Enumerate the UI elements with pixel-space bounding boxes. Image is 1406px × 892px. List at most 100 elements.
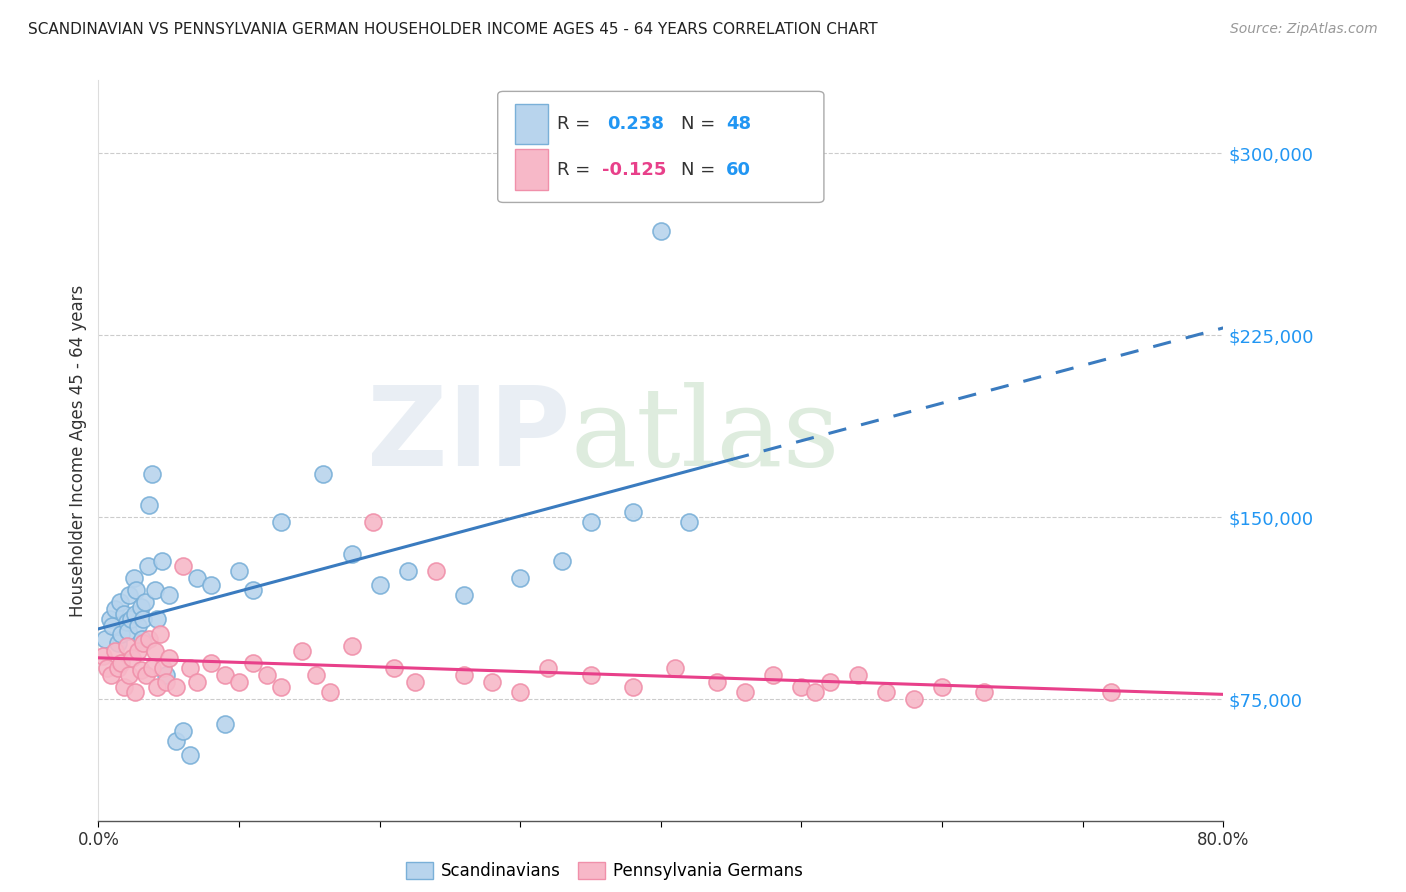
FancyBboxPatch shape <box>515 103 548 145</box>
Point <box>650 224 672 238</box>
Legend: Scandinavians, Pennsylvania Germans: Scandinavians, Pennsylvania Germans <box>399 855 810 887</box>
Point <box>368 578 391 592</box>
Point <box>382 661 405 675</box>
Point <box>143 582 166 597</box>
Text: R =: R = <box>557 161 596 178</box>
Point <box>122 571 145 585</box>
Point <box>125 582 148 597</box>
Point <box>127 644 149 658</box>
Point <box>804 685 827 699</box>
FancyBboxPatch shape <box>498 91 824 202</box>
Point <box>138 632 160 646</box>
Point <box>91 648 114 663</box>
Point <box>134 595 156 609</box>
Point <box>256 668 278 682</box>
Point <box>361 515 384 529</box>
Point <box>143 644 166 658</box>
Text: 48: 48 <box>725 115 751 133</box>
Text: N =: N = <box>681 115 721 133</box>
Point <box>425 564 447 578</box>
Point <box>200 656 222 670</box>
Text: -0.125: -0.125 <box>602 161 666 178</box>
Point <box>242 582 264 597</box>
Text: atlas: atlas <box>571 382 841 489</box>
Point <box>312 467 335 481</box>
Point <box>706 675 728 690</box>
Text: N =: N = <box>681 161 721 178</box>
Point <box>101 619 124 633</box>
Point <box>127 619 149 633</box>
Point <box>112 680 135 694</box>
Point <box>152 661 174 675</box>
Point <box>481 675 503 690</box>
Point <box>129 663 152 677</box>
Point <box>340 547 363 561</box>
Point <box>537 661 560 675</box>
Text: ZIP: ZIP <box>367 382 571 489</box>
Point <box>214 668 236 682</box>
Point <box>172 558 194 573</box>
Point <box>179 661 201 675</box>
Point <box>146 680 169 694</box>
Text: 0.238: 0.238 <box>607 115 664 133</box>
Point <box>1099 685 1122 699</box>
Point <box>228 675 250 690</box>
Point <box>155 668 177 682</box>
Point <box>117 624 139 639</box>
Point <box>141 661 163 675</box>
Point <box>186 675 208 690</box>
Point <box>104 602 127 616</box>
Point <box>110 656 132 670</box>
Point <box>141 467 163 481</box>
Point <box>291 644 314 658</box>
Point <box>734 685 756 699</box>
Point <box>165 733 187 747</box>
Point <box>270 515 292 529</box>
Point <box>131 632 153 646</box>
Point <box>340 639 363 653</box>
Point <box>115 615 138 629</box>
Point <box>100 668 122 682</box>
Point <box>453 588 475 602</box>
Point <box>453 668 475 682</box>
Point <box>108 595 131 609</box>
Point <box>664 661 686 675</box>
Point <box>96 661 118 675</box>
Point <box>903 692 925 706</box>
Point <box>305 668 328 682</box>
Text: SCANDINAVIAN VS PENNSYLVANIA GERMAN HOUSEHOLDER INCOME AGES 45 - 64 YEARS CORREL: SCANDINAVIAN VS PENNSYLVANIA GERMAN HOUS… <box>28 22 877 37</box>
Point <box>579 515 602 529</box>
Point <box>762 668 785 682</box>
Point <box>98 612 121 626</box>
Point <box>124 685 146 699</box>
Point <box>120 612 142 626</box>
Point <box>112 607 135 622</box>
Point <box>132 612 155 626</box>
Point <box>319 685 342 699</box>
Point <box>179 748 201 763</box>
Point <box>107 636 129 650</box>
Point <box>200 578 222 592</box>
Point <box>551 554 574 568</box>
Point <box>129 600 152 615</box>
Point <box>115 639 138 653</box>
Point <box>104 644 127 658</box>
FancyBboxPatch shape <box>515 149 548 190</box>
Point <box>404 675 426 690</box>
Point <box>931 680 953 694</box>
Point <box>973 685 995 699</box>
Point <box>214 716 236 731</box>
Text: 60: 60 <box>725 161 751 178</box>
Point <box>579 668 602 682</box>
Point <box>621 680 644 694</box>
Point <box>138 498 160 512</box>
Point <box>157 588 180 602</box>
Text: Source: ZipAtlas.com: Source: ZipAtlas.com <box>1230 22 1378 37</box>
Point <box>146 612 169 626</box>
Point <box>846 668 869 682</box>
Point <box>118 588 141 602</box>
Point <box>118 668 141 682</box>
Point <box>228 564 250 578</box>
Point <box>107 661 129 675</box>
Point <box>165 680 187 694</box>
